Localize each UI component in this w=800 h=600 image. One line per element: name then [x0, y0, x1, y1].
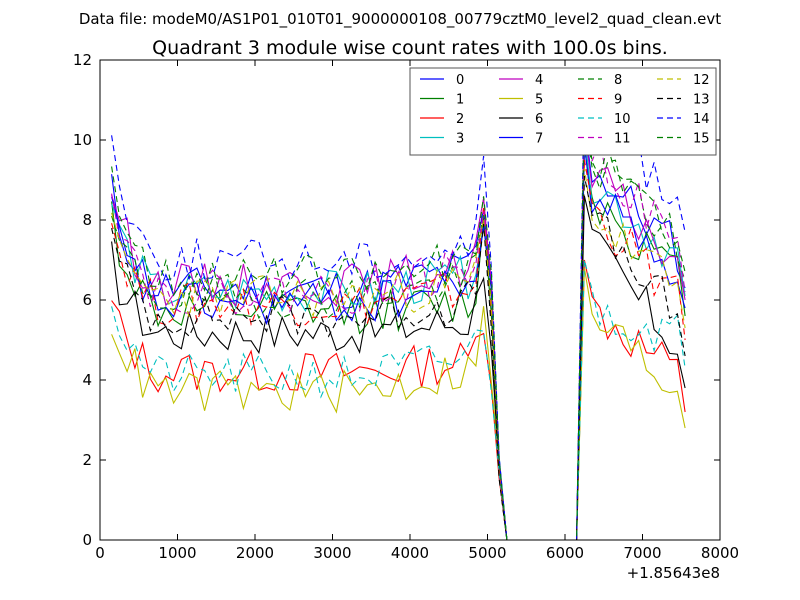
- x-offset-label: +1.85643e8: [627, 564, 720, 582]
- series-line-10: [111, 259, 686, 540]
- x-tick-label: 4000: [391, 544, 429, 562]
- legend-label-5: 5: [535, 93, 543, 108]
- legend-label-2: 2: [456, 112, 464, 127]
- series-line-6: [111, 195, 686, 540]
- x-tick-label: 8000: [701, 544, 739, 562]
- x-tick-label: 0: [95, 544, 105, 562]
- legend-label-15: 15: [693, 132, 710, 147]
- legend-label-1: 1: [456, 93, 464, 108]
- series-line-11: [111, 95, 686, 540]
- y-tick-label: 0: [82, 531, 92, 549]
- y-tick-label: 12: [73, 51, 92, 69]
- series-line-4: [111, 127, 686, 540]
- x-tick-label: 3000: [313, 544, 351, 562]
- legend-label-12: 12: [693, 73, 710, 88]
- series-line-13: [111, 175, 686, 540]
- series-line-7: [111, 143, 686, 540]
- legend-label-4: 4: [535, 73, 543, 88]
- legend-label-7: 7: [535, 132, 543, 147]
- legend-label-10: 10: [614, 112, 631, 127]
- series-line-9: [111, 159, 686, 540]
- ticks-layer: 0 1000 2000 3000 4000 5000 6000 7000 80000246810…: [73, 51, 739, 562]
- legend-box: [409, 67, 717, 156]
- x-tick-label: 7000: [623, 544, 661, 562]
- series-line-0: [111, 119, 686, 540]
- y-tick-label: 10: [73, 131, 92, 149]
- series-line-5: [111, 267, 686, 540]
- series-line-1: [111, 147, 686, 540]
- legend-label-14: 14: [693, 112, 710, 127]
- legend-label-8: 8: [614, 73, 622, 88]
- legend-label-13: 13: [693, 93, 710, 108]
- legend-label-6: 6: [535, 112, 543, 127]
- x-tick-label: 2000: [236, 544, 274, 562]
- legend-label-11: 11: [614, 132, 631, 147]
- chart-title: Quadrant 3 module wise count rates with …: [152, 37, 668, 59]
- y-tick-label: 2: [82, 451, 92, 469]
- y-tick-label: 6: [82, 291, 92, 309]
- series-line-12: [111, 167, 686, 540]
- legend-label-9: 9: [614, 93, 622, 108]
- series-line-3: [111, 131, 686, 540]
- x-tick-label: 5000: [468, 544, 506, 562]
- y-tick-label: 8: [82, 211, 92, 229]
- y-tick-label: 4: [82, 371, 92, 389]
- chart-suptitle: Data file: modeM0/AS1P01_010T01_90000001…: [79, 10, 721, 29]
- legend-label-3: 3: [456, 132, 464, 147]
- series-line-8: [111, 111, 686, 540]
- x-tick-label: 6000: [546, 544, 584, 562]
- series-line-15: [111, 99, 686, 540]
- x-tick-label: 1000: [158, 544, 196, 562]
- legend-label-0: 0: [456, 73, 464, 88]
- series-line-2: [111, 259, 686, 540]
